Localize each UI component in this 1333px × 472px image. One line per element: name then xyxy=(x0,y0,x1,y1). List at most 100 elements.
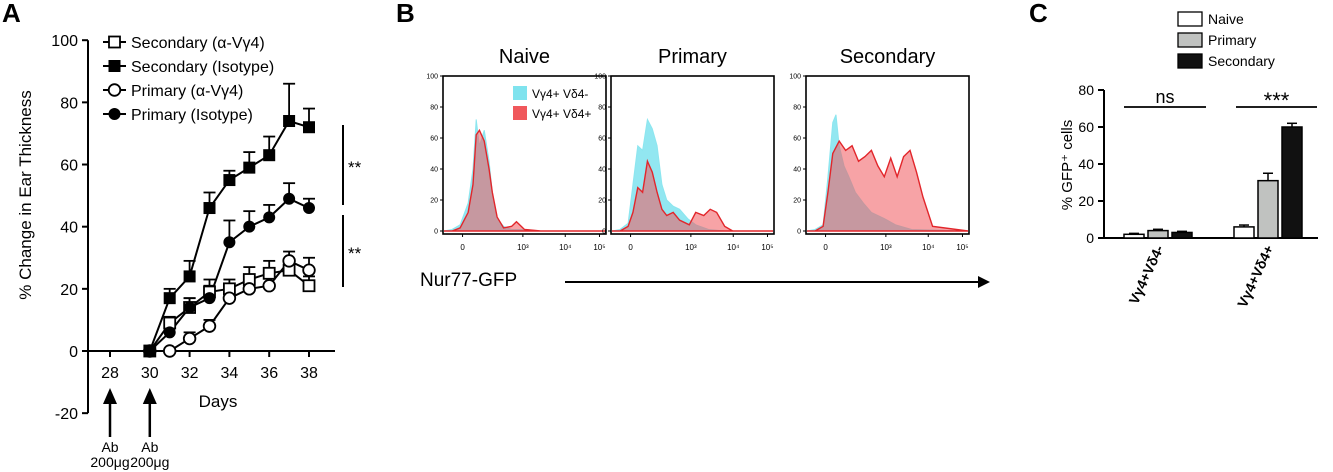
panel-a-x-tick-label: 32 xyxy=(181,365,199,382)
histogram-plot: Secondary 0 20 40 60 80 100 0 10³ 10⁴ 10⁵ xyxy=(789,46,970,252)
panel-c-significance-label: *** xyxy=(1264,88,1290,113)
panel-a-x-tick-label: 34 xyxy=(221,365,239,382)
panel-a-data-point xyxy=(283,192,296,205)
histogram-x-tick-label: 10⁵ xyxy=(956,243,968,252)
histogram-y-tick-label: 100 xyxy=(789,74,801,81)
panel-a-legend-marker xyxy=(108,108,121,120)
panel-a-y-tick-label: -20 xyxy=(55,406,78,423)
panel-a-data-point xyxy=(183,270,196,283)
histogram-x-tick-label: 10⁴ xyxy=(727,243,740,252)
histogram-y-tick-label: 80 xyxy=(793,105,801,112)
panel-c-legend-label: Naive xyxy=(1208,11,1244,27)
panel-c-bar-chart: % GFP⁺ cells 0 20 40 60 80 Vγ4+Vδ4- Vγ4+Vδ4+ ns… xyxy=(1059,11,1318,310)
histogram-y-tick-label: 20 xyxy=(430,198,438,205)
panel-a-x-tick-label: 30 xyxy=(141,365,159,382)
histogram-y-tick-label: 40 xyxy=(598,167,606,174)
histogram-x-tick-label: 10⁵ xyxy=(761,243,773,252)
panel-a-xlabel: Days xyxy=(199,392,238,411)
histogram-x-tick-label: 0 xyxy=(460,243,465,252)
histogram-y-tick-label: 80 xyxy=(598,105,606,112)
panel-c-y-tick-label: 0 xyxy=(1086,230,1094,246)
histogram-title: Naive xyxy=(499,46,550,68)
panel-a-data-point xyxy=(262,279,276,293)
panel-a-data-point xyxy=(163,292,176,305)
histogram-x-tick-label: 10⁴ xyxy=(559,243,572,252)
histogram-x-tick-label: 10⁴ xyxy=(922,243,935,252)
panel-c-legend-swatch xyxy=(1177,32,1203,48)
histogram-y-tick-label: 60 xyxy=(430,136,438,143)
panel-a-data-point xyxy=(302,279,316,293)
panel-c-bar xyxy=(1147,229,1169,239)
panel-c-category-label: Vγ4+Vδ4- xyxy=(1125,242,1166,306)
panel-a-data-point xyxy=(263,149,276,162)
histogram-x-tick-label: 10⁵ xyxy=(593,243,605,252)
panel-a-data-point xyxy=(263,211,276,224)
panel-a-line-chart: % Change in Ear Thickness Days -20 0 20 40 6… xyxy=(16,33,362,470)
histogram-y-tick-label: 60 xyxy=(598,136,606,143)
panel-a-legend-marker xyxy=(108,35,121,49)
histogram-x-tick-label: 0 xyxy=(823,243,828,252)
panel-label-a: A xyxy=(2,0,21,28)
histogram-red-area xyxy=(807,139,969,232)
histogram-legend-label: Vγ4+ Vδ4- xyxy=(532,87,588,101)
histogram-legend-swatch xyxy=(513,106,527,120)
panel-a-y-tick-label: 20 xyxy=(60,282,78,299)
panel-a-annotation-arrowhead xyxy=(142,388,157,404)
panel-a-data-point xyxy=(223,174,236,187)
panel-a-data-point xyxy=(283,115,296,128)
panel-b-x-arrowhead xyxy=(978,276,990,288)
panel-c-legend-swatch xyxy=(1177,11,1203,27)
panel-a-data-point xyxy=(203,292,216,305)
panel-a-x-tick-label: 38 xyxy=(300,365,318,382)
panel-a-legend-marker xyxy=(108,60,121,72)
histogram-title: Primary xyxy=(658,46,727,68)
panel-a-data-point xyxy=(243,220,256,233)
panel-c-y-tick-label: 20 xyxy=(1078,193,1094,209)
panel-b-xlabel: Nur77-GFP xyxy=(420,270,517,291)
panel-c-legend-label: Primary xyxy=(1208,32,1256,48)
panel-c-ylabel: % GFP⁺ cells xyxy=(1059,120,1076,210)
panel-c-y-tick-label: 40 xyxy=(1078,156,1094,172)
panel-a-data-point xyxy=(303,202,315,215)
panel-a-annotation-line2: 200μg xyxy=(130,454,169,470)
panel-a-data-point xyxy=(202,319,217,333)
histogram-x-tick-label: 10³ xyxy=(517,243,529,252)
histogram-y-tick-label: 80 xyxy=(430,105,438,112)
histogram-y-tick-label: 100 xyxy=(594,74,606,81)
panel-a-legend-label: Secondary (Isotype) xyxy=(131,59,274,76)
panel-c-legend-label: Secondary xyxy=(1208,53,1275,69)
panel-a-annotation-arrowhead xyxy=(103,388,117,404)
histogram-y-tick-label: 100 xyxy=(426,74,438,81)
panel-a-data-point xyxy=(302,263,316,277)
panel-a-y-tick-label: 100 xyxy=(51,33,78,50)
histogram-plot: Primary 0 20 40 60 80 100 0 10³ 10⁴ 10⁵ xyxy=(594,46,775,252)
histogram-legend-swatch xyxy=(513,86,527,100)
histogram-red-area xyxy=(612,158,773,232)
histogram-y-tick-label: 40 xyxy=(793,167,801,174)
panel-a-data-point xyxy=(223,236,236,249)
histogram-y-tick-label: 20 xyxy=(793,198,801,205)
panel-a-legend-label: Primary (Isotype) xyxy=(131,107,253,124)
panel-c-legend-swatch xyxy=(1177,53,1203,69)
panel-c-bar xyxy=(1123,233,1145,239)
panel-label-b: B xyxy=(396,0,415,28)
histogram-plot: Naive 0 20 40 60 80 100 0 10³ 10⁴ 10⁵ xyxy=(426,46,607,252)
histogram-red-area xyxy=(444,128,605,232)
panel-a-significance-label: ** xyxy=(348,158,362,177)
panel-a-data-point xyxy=(182,331,197,346)
panel-a-data-point xyxy=(303,121,315,134)
panel-a-y-tick-label: 0 xyxy=(69,344,78,361)
panel-a-significance-label: ** xyxy=(348,244,362,263)
panel-label-c: C xyxy=(1029,0,1048,28)
panel-a-data-point xyxy=(162,344,177,358)
histogram-legend-label: Vγ4+ Vδ4+ xyxy=(532,107,591,121)
panel-a-y-tick-label: 40 xyxy=(60,220,78,237)
panel-c-bar xyxy=(1233,226,1255,239)
histogram-y-tick-label: 0 xyxy=(434,229,438,236)
panel-a-legend-marker xyxy=(107,83,122,97)
histogram-x-tick-label: 10³ xyxy=(685,243,697,252)
histogram-x-tick-label: 10³ xyxy=(880,243,892,252)
panel-a-x-tick-label: 36 xyxy=(260,365,278,382)
histogram-y-tick-label: 0 xyxy=(602,229,606,236)
